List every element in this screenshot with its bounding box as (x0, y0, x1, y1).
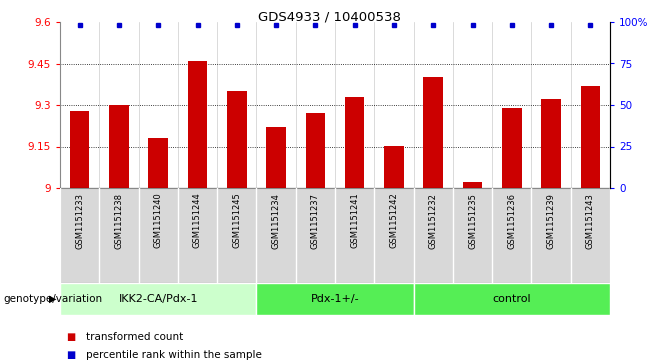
Text: GSM1151234: GSM1151234 (272, 193, 280, 249)
Bar (345, 97, 365, 188)
Text: GSM1151235: GSM1151235 (468, 193, 477, 249)
Text: GSM1151243: GSM1151243 (586, 193, 595, 249)
Bar (305, 113, 325, 188)
Text: GSM1151240: GSM1151240 (154, 193, 163, 249)
Text: GDS4933 / 10400538: GDS4933 / 10400538 (257, 11, 401, 24)
Text: Pdx-1+/-: Pdx-1+/- (311, 294, 359, 304)
Text: control: control (492, 294, 531, 304)
Bar (257, 283, 414, 315)
Bar (580, 86, 600, 188)
Text: transformed count: transformed count (86, 332, 184, 342)
Bar (188, 61, 207, 188)
Bar (149, 138, 168, 188)
Text: GSM1151245: GSM1151245 (232, 193, 241, 249)
Bar (423, 77, 443, 188)
Text: GSM1151232: GSM1151232 (429, 193, 438, 249)
Text: IKK2-CA/Pdx-1: IKK2-CA/Pdx-1 (118, 294, 198, 304)
Bar (502, 108, 522, 188)
Text: GSM1151233: GSM1151233 (75, 193, 84, 249)
Bar (227, 91, 247, 188)
Text: GSM1151236: GSM1151236 (507, 193, 517, 249)
Text: percentile rank within the sample: percentile rank within the sample (86, 350, 262, 360)
Text: GSM1151242: GSM1151242 (390, 193, 399, 249)
Bar (266, 127, 286, 188)
Bar (542, 99, 561, 188)
Text: GSM1151244: GSM1151244 (193, 193, 202, 249)
Text: GSM1151238: GSM1151238 (114, 193, 124, 249)
Bar (70, 110, 89, 188)
Bar (463, 183, 482, 188)
Text: ■: ■ (66, 332, 76, 342)
Text: genotype/variation: genotype/variation (3, 294, 103, 304)
Text: GSM1151239: GSM1151239 (547, 193, 555, 249)
Bar (414, 283, 610, 315)
Text: ■: ■ (66, 350, 76, 360)
Text: GSM1151241: GSM1151241 (350, 193, 359, 249)
Bar (60, 283, 257, 315)
Text: GSM1151237: GSM1151237 (311, 193, 320, 249)
Text: ▶: ▶ (49, 294, 57, 304)
Bar (109, 105, 129, 188)
Bar (384, 147, 404, 188)
